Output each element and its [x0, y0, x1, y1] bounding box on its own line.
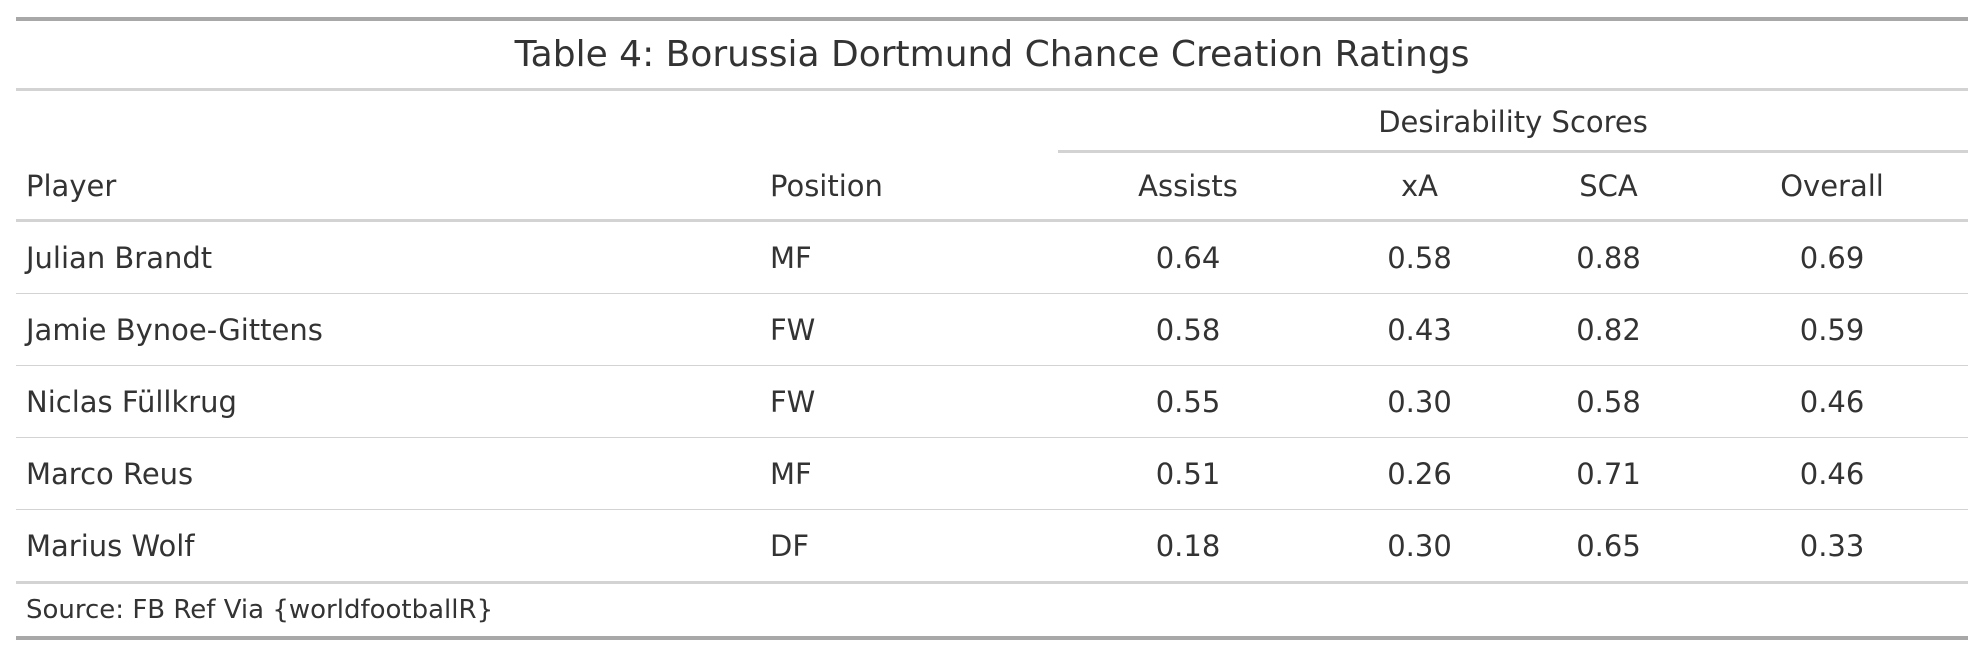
cell-assists: 0.51: [1058, 437, 1318, 510]
column-header-assists: Assists: [1058, 153, 1318, 222]
spanner-blank: [16, 90, 1058, 154]
table-row: Marco Reus MF 0.51 0.26 0.71 0.46: [16, 437, 1969, 510]
table-row: Jamie Bynoe-Gittens FW 0.58 0.43 0.82 0.59: [16, 293, 1969, 366]
column-header-player: Player: [16, 153, 760, 222]
spanner-desirability-scores: Desirability Scores: [1058, 90, 1969, 153]
cell-sca: 0.71: [1521, 437, 1696, 510]
table-row: Julian Brandt MF 0.64 0.58 0.88 0.69: [16, 220, 1969, 294]
cell-xa: 0.26: [1318, 437, 1521, 510]
column-header-overall: Overall: [1696, 153, 1969, 222]
cell-player: Niclas Füllkrug: [16, 365, 760, 438]
cell-sca: 0.88: [1521, 220, 1696, 294]
data-table-container: Table 4: Borussia Dortmund Chance Creati…: [16, 17, 1969, 640]
cell-player: Marco Reus: [16, 437, 760, 510]
cell-position: DF: [760, 509, 1058, 584]
cell-player: Julian Brandt: [16, 220, 760, 294]
cell-player: Marius Wolf: [16, 509, 760, 584]
cell-xa: 0.43: [1318, 293, 1521, 366]
cell-xa: 0.30: [1318, 365, 1521, 438]
cell-assists: 0.58: [1058, 293, 1318, 366]
table-row: Niclas Füllkrug FW 0.55 0.30 0.58 0.46: [16, 365, 1969, 438]
column-header-sca: SCA: [1521, 153, 1696, 222]
cell-overall: 0.69: [1696, 220, 1969, 294]
table-title: Table 4: Borussia Dortmund Chance Creati…: [16, 21, 1969, 91]
cell-position: FW: [760, 365, 1058, 438]
column-header-xa: xA: [1318, 153, 1521, 222]
cell-assists: 0.18: [1058, 509, 1318, 584]
cell-sca: 0.82: [1521, 293, 1696, 366]
cell-position: MF: [760, 220, 1058, 294]
cell-overall: 0.33: [1696, 509, 1969, 584]
cell-overall: 0.46: [1696, 437, 1969, 510]
cell-position: FW: [760, 293, 1058, 366]
cell-player: Jamie Bynoe-Gittens: [16, 293, 760, 366]
bottom-rule: [16, 636, 1968, 640]
cell-xa: 0.58: [1318, 220, 1521, 294]
cell-position: MF: [760, 437, 1058, 510]
spanner-rule: [1058, 150, 1969, 153]
table-body: Julian Brandt MF 0.64 0.58 0.88 0.69 Jamie Byn…: [16, 220, 1969, 584]
column-header-row: Player Position Assists xA SCA Overall: [16, 153, 1969, 222]
cell-overall: 0.46: [1696, 365, 1969, 438]
column-header-position: Position: [760, 153, 1058, 222]
cell-assists: 0.55: [1058, 365, 1318, 438]
top-rule: [16, 17, 1968, 21]
cell-sca: 0.58: [1521, 365, 1696, 438]
spanner-label: Desirability Scores: [1378, 105, 1648, 139]
cell-xa: 0.30: [1318, 509, 1521, 584]
source-note: Source: FB Ref Via {worldfootballR}: [26, 595, 494, 625]
cell-sca: 0.65: [1521, 509, 1696, 584]
table-row: Marius Wolf DF 0.18 0.30 0.65 0.33: [16, 509, 1969, 584]
cell-assists: 0.64: [1058, 220, 1318, 294]
cell-overall: 0.59: [1696, 293, 1969, 366]
data-table: Table 4: Borussia Dortmund Chance Creati…: [16, 21, 1969, 636]
